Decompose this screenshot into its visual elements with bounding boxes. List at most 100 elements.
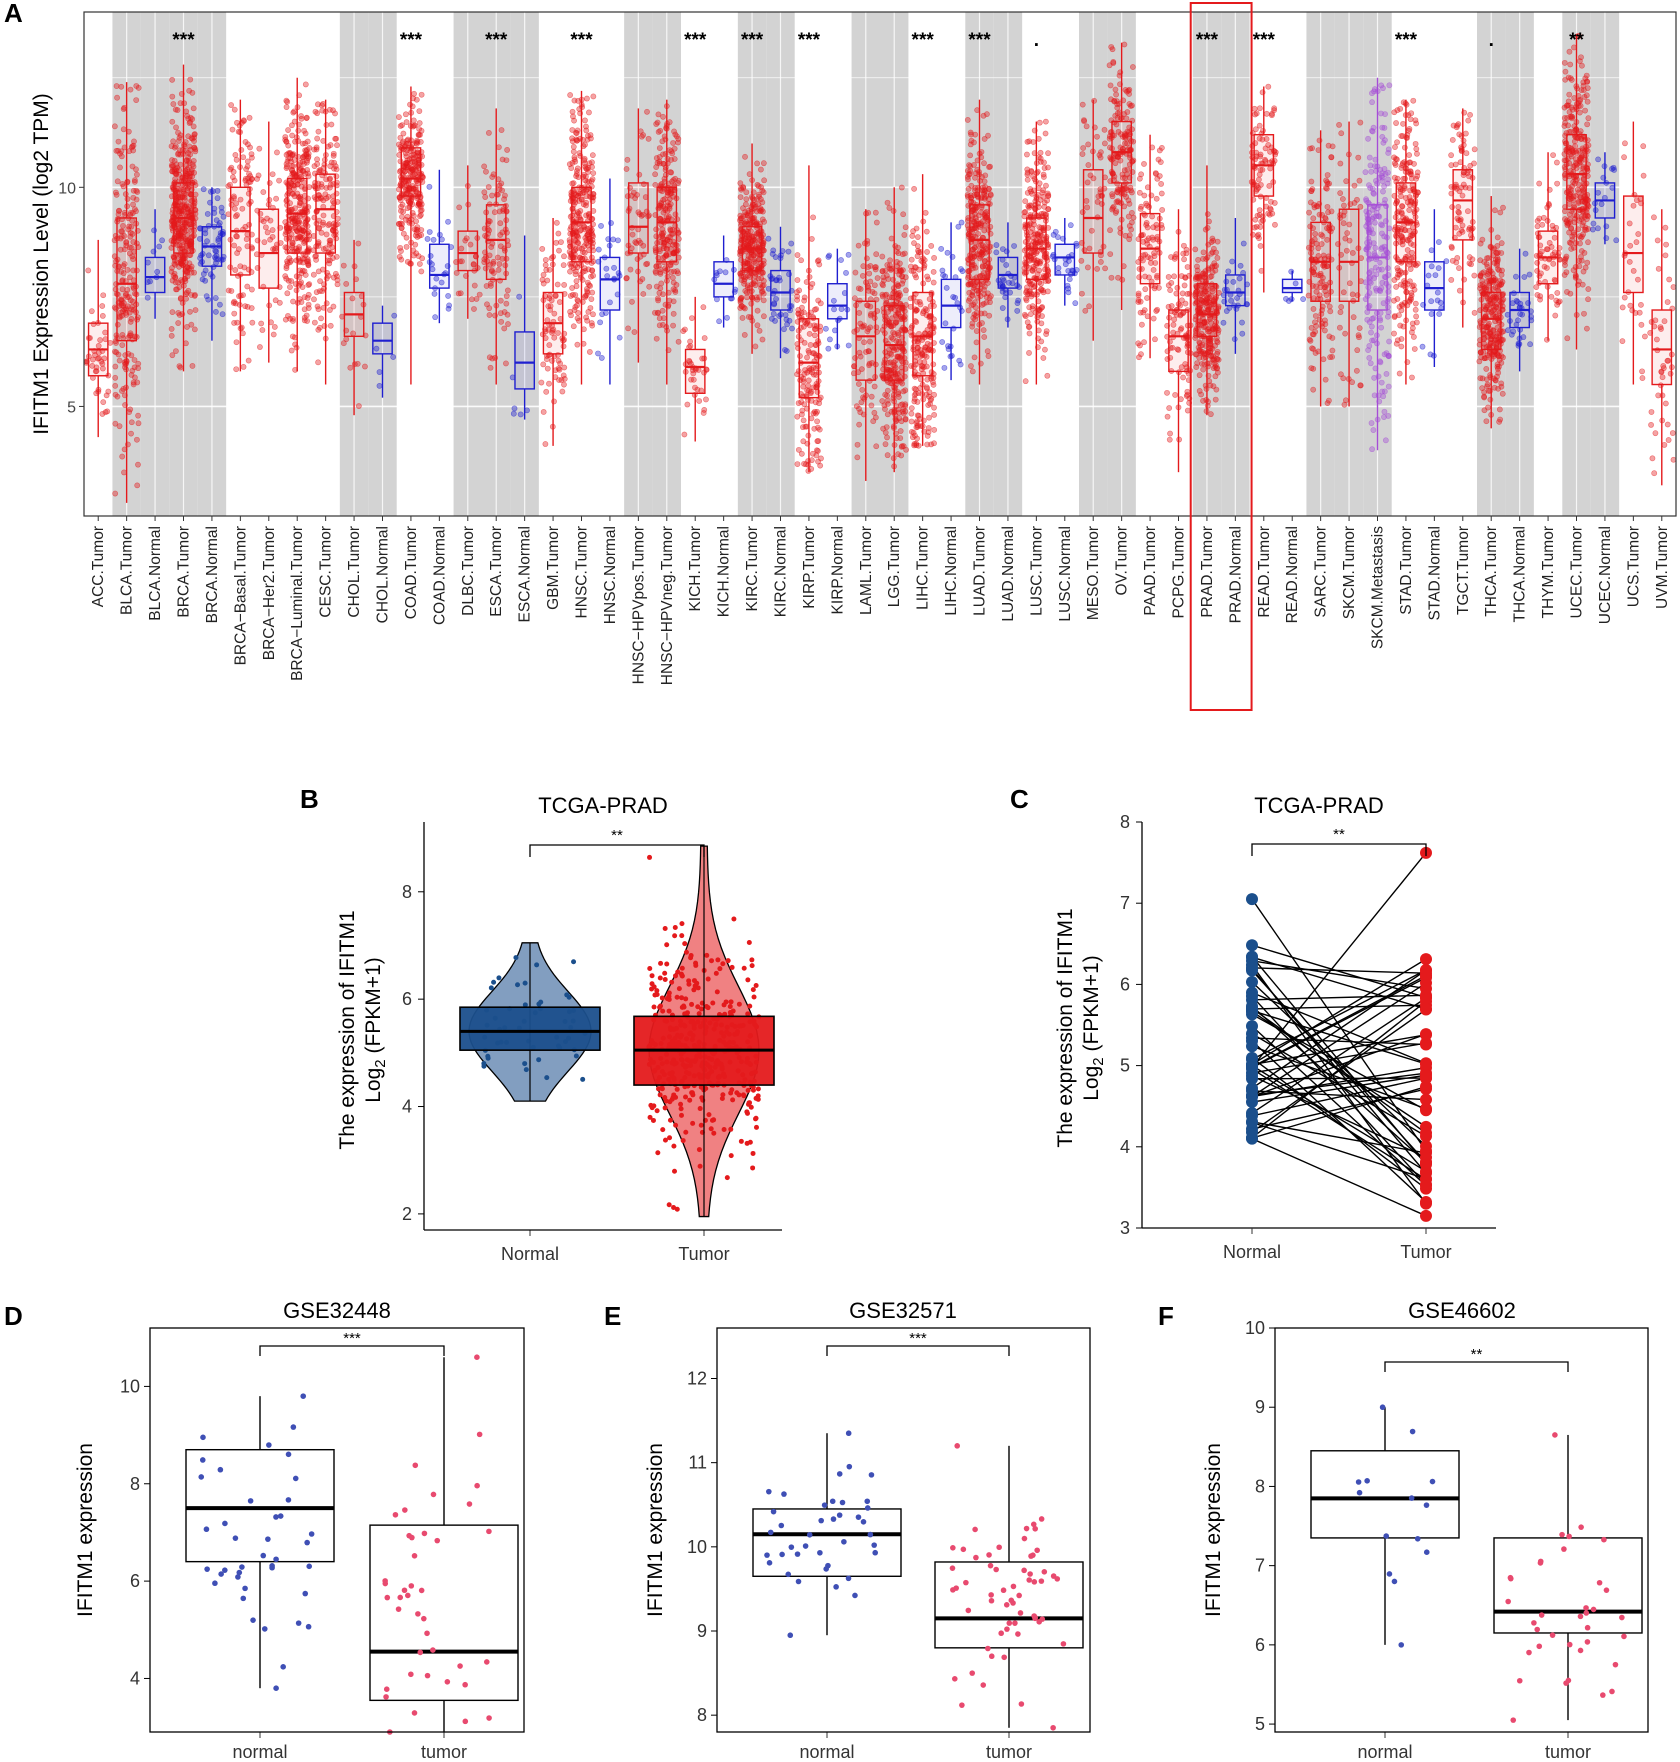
data-point bbox=[432, 314, 439, 321]
data-point bbox=[296, 267, 303, 274]
data-point bbox=[896, 289, 902, 296]
data-point bbox=[583, 292, 590, 299]
box bbox=[258, 208, 280, 289]
data-point bbox=[1138, 203, 1145, 210]
data-point bbox=[260, 189, 267, 195]
data-point bbox=[561, 364, 568, 371]
data-point bbox=[112, 374, 119, 381]
data-point bbox=[655, 295, 661, 302]
data-point bbox=[430, 236, 437, 243]
data-point bbox=[473, 296, 480, 302]
data-point bbox=[240, 154, 247, 161]
data-point bbox=[503, 360, 509, 367]
data-point bbox=[908, 405, 915, 412]
data-point bbox=[1150, 315, 1157, 322]
data-point bbox=[1124, 109, 1131, 115]
data-point bbox=[589, 152, 596, 159]
data-point bbox=[498, 318, 505, 325]
data-point bbox=[1082, 307, 1089, 314]
data-point bbox=[895, 250, 902, 257]
data-point bbox=[416, 261, 423, 267]
data-point bbox=[225, 287, 232, 294]
data-point bbox=[117, 164, 123, 171]
data-point bbox=[868, 393, 875, 400]
data-point bbox=[551, 398, 557, 405]
data-point bbox=[1084, 264, 1091, 271]
data-point bbox=[941, 364, 948, 371]
data-point bbox=[486, 312, 493, 318]
data-point bbox=[113, 349, 120, 356]
data-point bbox=[192, 292, 198, 298]
data-point bbox=[871, 290, 878, 297]
data-point bbox=[504, 147, 511, 153]
data-point bbox=[1022, 378, 1029, 385]
data-point bbox=[102, 409, 109, 416]
data-point bbox=[972, 131, 979, 138]
data-point bbox=[538, 379, 545, 386]
data-point bbox=[228, 102, 235, 108]
data-point bbox=[560, 372, 567, 379]
data-point bbox=[560, 262, 567, 269]
data-point bbox=[93, 368, 100, 374]
box bbox=[144, 256, 166, 294]
data-point bbox=[583, 123, 589, 130]
data-point bbox=[1085, 162, 1092, 168]
data-point bbox=[177, 295, 184, 302]
data-point bbox=[914, 253, 921, 260]
data-point bbox=[752, 282, 759, 289]
data-point bbox=[183, 295, 190, 302]
data-point bbox=[112, 382, 119, 389]
data-point bbox=[794, 461, 801, 467]
data-point bbox=[295, 127, 302, 134]
data-point bbox=[561, 253, 567, 260]
data-point bbox=[587, 132, 594, 138]
data-point bbox=[595, 350, 601, 357]
data-point bbox=[317, 278, 323, 285]
data-point bbox=[759, 187, 766, 194]
data-point bbox=[1164, 389, 1170, 396]
data-point bbox=[966, 162, 972, 169]
data-point bbox=[646, 283, 653, 290]
data-point bbox=[539, 276, 546, 283]
box bbox=[1082, 169, 1104, 254]
box bbox=[428, 243, 450, 289]
data-point bbox=[814, 438, 821, 445]
data-point bbox=[1153, 195, 1160, 202]
x-category-label: CHOL.Tumor bbox=[346, 526, 363, 618]
data-point bbox=[390, 354, 397, 360]
data-point bbox=[1028, 293, 1035, 300]
x-category-label: BRCA.Normal bbox=[204, 526, 221, 623]
data-point bbox=[925, 402, 932, 409]
data-point bbox=[882, 267, 889, 274]
data-point bbox=[1025, 324, 1032, 331]
data-point bbox=[895, 451, 901, 458]
data-point bbox=[1026, 304, 1033, 311]
data-point bbox=[886, 294, 893, 301]
data-point bbox=[314, 161, 321, 167]
data-point bbox=[99, 411, 106, 417]
data-point bbox=[652, 171, 659, 178]
data-point bbox=[208, 188, 214, 195]
data-point bbox=[114, 178, 121, 185]
data-point bbox=[510, 410, 517, 417]
data-point bbox=[1158, 190, 1165, 197]
data-point bbox=[654, 160, 661, 166]
data-point bbox=[681, 431, 688, 438]
data-point bbox=[1097, 259, 1104, 265]
data-point bbox=[311, 296, 317, 303]
data-point bbox=[516, 293, 523, 300]
data-point bbox=[925, 276, 932, 283]
data-point bbox=[172, 170, 179, 177]
data-point bbox=[812, 399, 819, 406]
data-point bbox=[574, 127, 581, 134]
x-category-label: BLCA.Normal bbox=[147, 526, 164, 621]
data-point bbox=[1113, 91, 1120, 98]
data-point bbox=[1108, 44, 1115, 50]
data-point bbox=[128, 332, 134, 339]
data-point bbox=[1045, 150, 1051, 157]
data-point bbox=[886, 205, 893, 211]
data-point bbox=[130, 379, 137, 386]
x-category-label: LAML.Tumor bbox=[858, 526, 875, 615]
data-point bbox=[219, 311, 226, 318]
data-point bbox=[351, 361, 358, 368]
